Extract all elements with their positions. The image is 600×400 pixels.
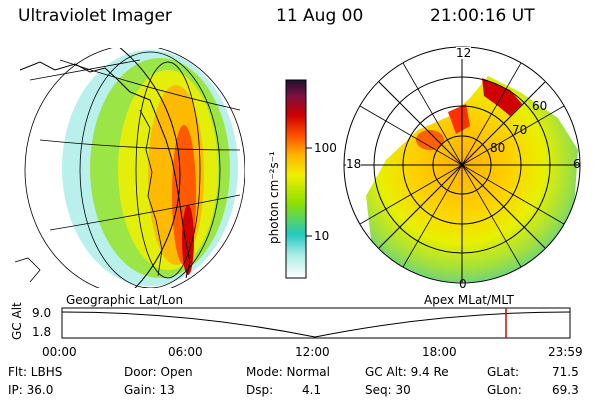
time-tick-1800: 18:00 — [422, 345, 457, 359]
polar-plot — [343, 46, 581, 284]
color-scale-bar — [285, 79, 312, 279]
mode-info: Mode: Normal — [246, 365, 330, 379]
mlt-label-12: 12 — [456, 46, 472, 60]
altitude-ytick-9: 9.0 — [32, 306, 52, 320]
time-label: 21:00:16 UT — [430, 6, 535, 26]
gc-altitude-info: GC Alt: 9.4 Re — [365, 365, 449, 379]
app-title: Ultraviolet Imager — [18, 6, 172, 26]
glat-label: GLat: — [487, 365, 520, 379]
geographic-map — [14, 48, 245, 288]
gain-info: Gain: 13 — [124, 383, 175, 397]
right-panel-caption: Apex MLat/MLT — [424, 293, 514, 307]
dsp-value: 4.1 — [302, 383, 322, 397]
glon-label: GLon: — [487, 383, 522, 397]
ip-info: IP: 36.0 — [8, 383, 54, 397]
time-tick-0000: 00:00 — [42, 345, 77, 359]
colorbar-unit-label: photon cm⁻²s⁻¹ — [267, 151, 281, 244]
door-info: Door: Open — [124, 365, 193, 379]
time-tick-2359: 23:59 — [548, 345, 583, 359]
glat-value: 71.5 — [552, 365, 579, 379]
altitude-ylabel: GC Alt — [10, 302, 24, 340]
lat-label-80: 80 — [490, 141, 506, 155]
time-tick-0600: 06:00 — [168, 345, 203, 359]
altitude-plot — [61, 307, 571, 339]
dsp-label: Dsp: — [246, 383, 274, 397]
mlt-label-18: 18 — [346, 157, 362, 171]
altitude-ytick-1-8: 1.8 — [32, 325, 52, 339]
time-tick-1200: 12:00 — [295, 345, 330, 359]
colorbar-tick-10: 10 — [314, 229, 330, 243]
mlt-label-0: 0 — [459, 277, 467, 291]
filter-info: Flt: LBHS — [8, 365, 63, 379]
lat-label-70: 70 — [512, 123, 528, 137]
mlt-label-6: 6 — [573, 157, 581, 171]
sequence-info: Seq: 30 — [365, 383, 411, 397]
glon-value: 69.3 — [552, 383, 579, 397]
date-label: 11 Aug 00 — [276, 6, 364, 26]
lat-label-60: 60 — [532, 99, 548, 113]
colorbar-tick-100: 100 — [314, 141, 337, 155]
left-panel-caption: Geographic Lat/Lon — [66, 293, 184, 307]
